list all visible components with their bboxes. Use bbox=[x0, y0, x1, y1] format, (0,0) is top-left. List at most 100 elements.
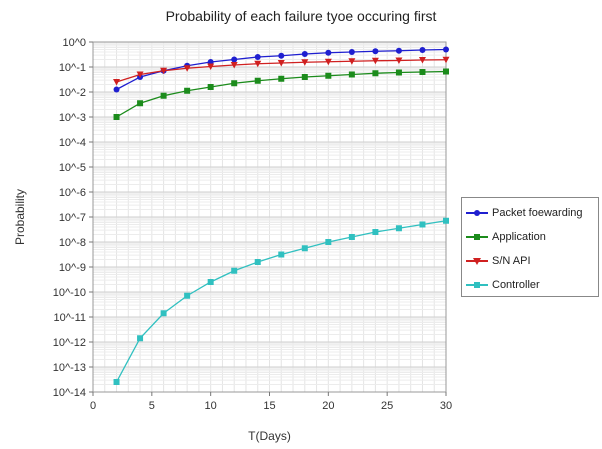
data-point-application bbox=[254, 77, 261, 84]
data-point-application bbox=[184, 87, 191, 94]
legend-label: Application bbox=[492, 231, 546, 243]
grid bbox=[92, 41, 447, 393]
x-tick-label: 0 bbox=[90, 400, 96, 412]
x-tick-label: 15 bbox=[263, 400, 275, 412]
data-point-s-n-api bbox=[254, 60, 262, 68]
data-point-application bbox=[207, 84, 214, 90]
legend: Packet foewarding Application S/N API Contr… bbox=[461, 197, 599, 297]
y-tick-label: 10^-13 bbox=[53, 362, 86, 374]
x-axis-label: T(Days) bbox=[248, 429, 291, 443]
y-tick-label: 10^-10 bbox=[53, 287, 86, 299]
legend-swatch-packet-foewarding bbox=[466, 207, 488, 219]
data-point-s-n-api bbox=[160, 67, 168, 75]
data-point-packet-foewarding bbox=[254, 54, 261, 60]
data-point-controller bbox=[278, 251, 285, 258]
data-point-controller bbox=[419, 221, 426, 228]
data-point-application bbox=[137, 100, 144, 107]
data-point-controller bbox=[443, 217, 449, 224]
data-point-application bbox=[113, 114, 120, 120]
data-point-packet-foewarding bbox=[419, 47, 426, 53]
legend-swatch-application bbox=[466, 231, 488, 243]
data-point-controller bbox=[231, 267, 238, 274]
data-point-controller bbox=[137, 335, 144, 342]
series-application bbox=[113, 68, 449, 120]
series-s-n-api bbox=[113, 56, 450, 86]
y-tick-label: 10^-9 bbox=[59, 262, 86, 274]
legend-label: Controller bbox=[492, 279, 540, 291]
axes: 0 5 10 15 20 25 30 10^0 10^-1 10^-2 10^-3 10^-4 10^-… bbox=[53, 37, 452, 412]
data-point-s-n-api bbox=[301, 59, 309, 66]
data-point-application bbox=[160, 92, 167, 99]
series-layer bbox=[113, 46, 450, 385]
data-point-s-n-api bbox=[207, 63, 215, 70]
data-point-s-n-api bbox=[418, 57, 426, 64]
data-point-packet-foewarding bbox=[113, 86, 120, 93]
data-point-controller bbox=[348, 234, 355, 240]
x-tick-label: 20 bbox=[322, 400, 334, 412]
data-point-controller bbox=[113, 379, 120, 385]
y-tick-label: 10^-12 bbox=[53, 337, 86, 349]
y-tick-label: 10^-8 bbox=[59, 237, 86, 249]
data-point-controller bbox=[325, 239, 332, 245]
data-point-packet-foewarding bbox=[325, 49, 332, 56]
data-point-controller bbox=[207, 279, 214, 285]
data-point-controller bbox=[372, 229, 379, 235]
y-tick-label: 10^-11 bbox=[54, 312, 86, 324]
data-point-application bbox=[301, 74, 308, 80]
data-point-s-n-api bbox=[183, 65, 191, 72]
data-point-packet-foewarding bbox=[443, 46, 449, 53]
y-tick-label: 10^-6 bbox=[59, 187, 86, 199]
data-point-packet-foewarding bbox=[372, 48, 379, 55]
data-point-packet-foewarding bbox=[278, 52, 285, 59]
series-controller bbox=[113, 217, 449, 385]
y-tick-label: 10^0 bbox=[62, 37, 86, 49]
y-tick-label: 10^-5 bbox=[59, 162, 86, 174]
data-point-s-n-api bbox=[371, 57, 379, 65]
data-point-controller bbox=[301, 245, 308, 252]
data-point-s-n-api bbox=[348, 58, 356, 65]
data-point-controller bbox=[395, 225, 402, 232]
data-point-application bbox=[231, 80, 238, 87]
data-point-s-n-api bbox=[113, 79, 121, 86]
data-point-s-n-api bbox=[277, 60, 285, 67]
data-point-application bbox=[348, 71, 355, 78]
data-point-s-n-api bbox=[136, 71, 144, 78]
data-point-application bbox=[372, 70, 379, 77]
legend-item-application: Application bbox=[466, 225, 594, 249]
chart-title: Probability of each failure tyoe occurin… bbox=[165, 8, 437, 24]
legend-item-controller: Controller bbox=[466, 273, 594, 297]
y-tick-label: 10^-7 bbox=[59, 212, 86, 224]
data-point-s-n-api bbox=[442, 56, 450, 64]
x-tick-label: 30 bbox=[440, 400, 452, 412]
data-point-controller bbox=[160, 310, 167, 317]
y-tick-label: 10^-2 bbox=[59, 87, 86, 99]
legend-label: Packet foewarding bbox=[492, 207, 583, 219]
data-point-packet-foewarding bbox=[301, 51, 308, 57]
legend-swatch-s-n-api bbox=[466, 255, 488, 267]
data-point-controller bbox=[254, 259, 261, 265]
legend-item-packet-foewarding: Packet foewarding bbox=[466, 201, 594, 225]
legend-swatch-controller bbox=[466, 279, 488, 291]
y-tick-label: 10^-14 bbox=[53, 387, 86, 399]
y-axis-label: Probability bbox=[13, 189, 27, 245]
data-point-s-n-api bbox=[324, 58, 332, 66]
y-tick-label: 10^-3 bbox=[59, 112, 86, 124]
data-point-application bbox=[443, 68, 449, 75]
data-point-packet-foewarding bbox=[395, 47, 402, 54]
y-tick-label: 10^-4 bbox=[59, 137, 86, 149]
data-point-packet-foewarding bbox=[348, 49, 355, 55]
data-point-application bbox=[278, 75, 285, 82]
data-point-packet-foewarding bbox=[231, 56, 238, 63]
x-tick-label: 5 bbox=[149, 400, 155, 412]
data-point-application bbox=[419, 69, 426, 75]
y-tick-label: 10^-1 bbox=[59, 62, 86, 74]
x-tick-label: 25 bbox=[381, 400, 393, 412]
data-point-s-n-api bbox=[395, 57, 403, 64]
x-tick-label: 10 bbox=[205, 400, 217, 412]
legend-item-s-n-api: S/N API bbox=[466, 249, 594, 273]
data-point-application bbox=[325, 72, 332, 79]
data-point-application bbox=[395, 69, 402, 76]
legend-label: S/N API bbox=[492, 255, 531, 267]
data-point-controller bbox=[184, 292, 191, 299]
